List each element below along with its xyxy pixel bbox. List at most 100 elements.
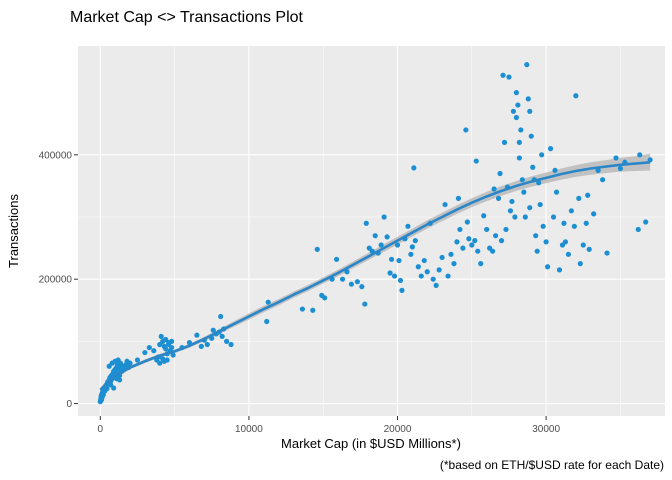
data-point (151, 348, 157, 354)
data-point (204, 341, 210, 348)
data-point (537, 201, 543, 208)
data-point (516, 139, 522, 145)
data-point (409, 244, 415, 250)
data-point (497, 170, 503, 177)
data-point (525, 96, 531, 102)
data-point (397, 277, 404, 284)
data-point (635, 226, 641, 233)
data-point (430, 276, 436, 282)
data-point (519, 177, 525, 183)
data-point (507, 208, 514, 214)
data-point (157, 360, 163, 366)
data-point (556, 267, 563, 273)
data-point (595, 167, 601, 173)
data-point (533, 233, 539, 239)
data-point (491, 186, 497, 192)
x-tick-label: 0 (98, 424, 104, 435)
data-point (104, 386, 110, 392)
data-point (161, 358, 167, 364)
data-point (524, 62, 530, 68)
data-point (198, 343, 204, 349)
data-point (550, 214, 557, 220)
data-point (463, 127, 469, 133)
data-point (391, 273, 398, 279)
data-point (527, 205, 533, 211)
data-point (363, 220, 369, 226)
data-point (194, 332, 200, 338)
data-point (448, 251, 454, 257)
data-point (509, 198, 515, 205)
y-tick-label: 200000 (39, 275, 73, 286)
data-point (513, 114, 519, 121)
data-point (527, 108, 533, 114)
data-point (359, 284, 365, 290)
data-point (127, 360, 133, 366)
data-point (506, 74, 512, 80)
data-point (384, 234, 390, 240)
data-point (115, 357, 121, 363)
data-point (599, 177, 606, 183)
data-point (460, 245, 466, 251)
data-point (228, 341, 234, 348)
data-point (466, 236, 472, 242)
data-point (503, 226, 509, 233)
data-point (333, 256, 340, 262)
plot-panel (78, 46, 665, 416)
data-point (604, 250, 610, 256)
data-point (348, 281, 355, 287)
data-point (553, 189, 560, 195)
data-point (264, 318, 270, 325)
data-point (378, 242, 384, 248)
data-point (475, 248, 481, 254)
data-point (436, 267, 442, 273)
y-tick-label: 400000 (39, 150, 73, 161)
data-point (547, 146, 554, 152)
data-point (515, 102, 521, 108)
data-point (539, 152, 545, 158)
data-point (424, 269, 430, 275)
data-point (163, 346, 169, 352)
data-point (469, 242, 475, 248)
data-point (412, 238, 418, 244)
data-point (142, 349, 148, 356)
data-point (484, 226, 490, 233)
data-point (415, 264, 421, 270)
data-point (146, 344, 152, 351)
data-point (490, 248, 496, 254)
data-point (571, 223, 577, 229)
data-point (495, 195, 502, 201)
data-point (617, 165, 624, 172)
data-point (498, 238, 505, 244)
data-point (387, 270, 393, 276)
data-point (362, 301, 368, 307)
data-point (381, 214, 387, 220)
data-point (170, 352, 176, 358)
data-point (457, 226, 463, 233)
data-point (613, 155, 619, 161)
y-tick-label: 0 (66, 399, 72, 410)
data-point (573, 93, 579, 99)
data-point (512, 214, 518, 220)
data-point (591, 211, 597, 217)
data-point (522, 214, 528, 220)
data-point (518, 127, 524, 133)
data-point (552, 167, 558, 173)
data-point (117, 377, 123, 383)
data-point (583, 220, 589, 226)
data-point (219, 333, 225, 340)
data-point (568, 208, 574, 214)
y-axis-ticks: 0 200000 400000 (39, 150, 78, 410)
data-point (510, 108, 517, 114)
data-point (481, 213, 487, 219)
data-point (637, 152, 643, 158)
data-point (310, 307, 316, 313)
grid-lines (78, 46, 665, 416)
data-point (418, 273, 424, 279)
data-point (265, 299, 271, 305)
x-axis-ticks: 0 10000 20000 30000 (98, 416, 560, 435)
x-axis-label: Market Cap (in $USD Millions*) (281, 436, 461, 451)
data-point (580, 242, 586, 248)
data-point (455, 195, 462, 201)
smooth-line (99, 160, 651, 391)
data-point (134, 357, 141, 363)
